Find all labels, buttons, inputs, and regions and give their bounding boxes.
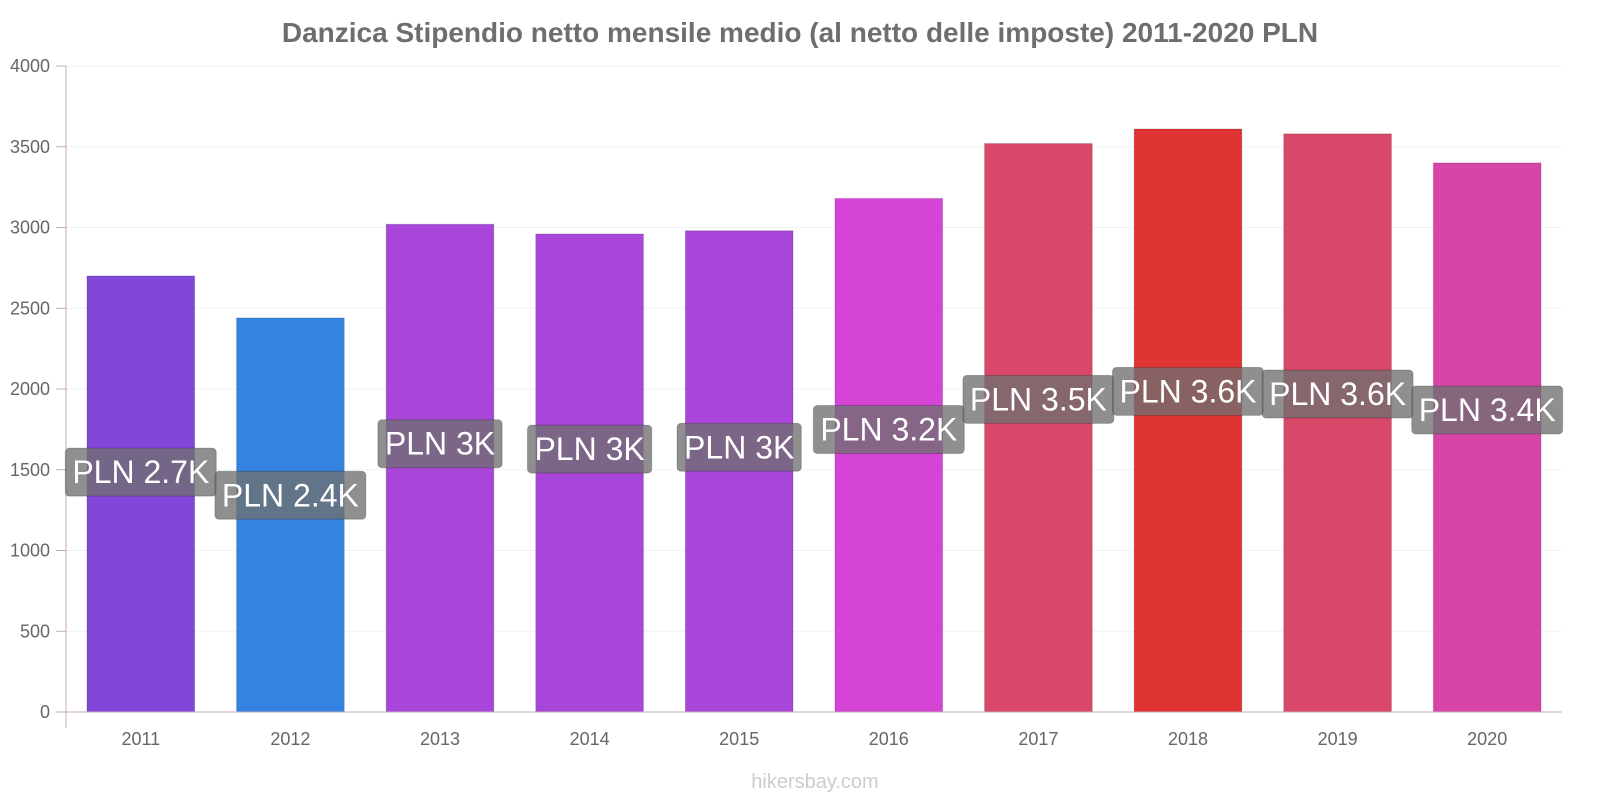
data-label-text: PLN 3.4K: [1419, 392, 1556, 428]
y-tick-label: 2000: [10, 379, 50, 399]
data-label-text: PLN 2.7K: [72, 454, 209, 490]
bar-2016: [834, 197, 944, 713]
bar-2018: [1133, 128, 1243, 713]
data-label-text: PLN 3K: [684, 429, 794, 465]
data-labels: PLN 2.7K PLN 2.4K PLN 3K PLN 3K PLN 3K PLN 3.…: [64, 366, 1564, 520]
x-tick-label: 2018: [1168, 729, 1208, 749]
y-tick-label: 3000: [10, 218, 50, 238]
data-label-2012: PLN 2.4K: [214, 470, 367, 520]
y-tick-label: 0: [40, 702, 50, 722]
x-tick-label: 2013: [420, 729, 460, 749]
chart-title: Danzica Stipendio netto mensile medio (a…: [282, 17, 1318, 48]
axes: [65, 66, 1562, 728]
x-axis-ticks: 2011 2012 2013 2014 2015 2016 2017 2018 2019 2020: [121, 729, 1507, 749]
data-label-box: [214, 470, 367, 520]
data-label-box: [526, 424, 653, 474]
data-label-2017: PLN 3.5K: [962, 374, 1115, 424]
data-label-text: PLN 3.6K: [1120, 373, 1257, 409]
x-tick-label: 2016: [869, 729, 909, 749]
data-label-text: PLN 3.6K: [1269, 376, 1406, 412]
data-label-box: [812, 405, 965, 455]
bar-2019: [1283, 133, 1392, 713]
data-label-box: [377, 419, 503, 469]
data-label-2018: PLN 3.6K: [1112, 366, 1264, 416]
y-tick-label: 1500: [10, 460, 50, 480]
data-label-2011: PLN 2.7K: [64, 447, 217, 497]
data-label-text: PLN 3K: [385, 426, 495, 462]
data-label-2019: PLN 3.6K: [1261, 369, 1414, 419]
bar-2017: [984, 143, 1093, 713]
x-tick-label: 2015: [719, 729, 759, 749]
data-label-text: PLN 3.5K: [970, 381, 1107, 417]
data-label-box: [676, 422, 802, 472]
data-label-box: [64, 447, 217, 497]
data-label-2015: PLN 3K: [676, 422, 802, 472]
x-tick-label: 2017: [1018, 729, 1058, 749]
data-label-text: PLN 3K: [534, 431, 644, 467]
x-tick-label: 2019: [1318, 729, 1358, 749]
y-tick-label: 500: [20, 621, 50, 641]
data-label-2013: PLN 3K: [377, 419, 503, 469]
x-tick-label: 2011: [121, 729, 160, 749]
data-label-2014: PLN 3K: [526, 424, 653, 474]
y-axis-ticks: 0 500 1000 1500 2000 2500 3000 3500 4000: [10, 56, 66, 722]
y-tick-label: 2500: [10, 298, 50, 318]
x-tick-label: 2014: [570, 729, 610, 749]
data-label-2016: PLN 3.2K: [812, 405, 965, 455]
data-label-2020: PLN 3.4K: [1411, 385, 1564, 435]
x-tick-label: 2020: [1467, 729, 1507, 749]
bar-2015: [684, 230, 794, 713]
data-label-text: PLN 2.4K: [222, 477, 359, 513]
bar-2020: [1432, 162, 1542, 713]
data-label-text: PLN 3.2K: [820, 412, 957, 448]
y-tick-label: 4000: [10, 56, 50, 76]
y-tick-label: 1000: [10, 541, 50, 561]
data-label-box: [1411, 385, 1564, 435]
x-tick-label: 2012: [270, 729, 310, 749]
y-tick-label: 3500: [10, 137, 50, 157]
bar-2013: [385, 223, 495, 713]
watermark: hikersbay.com: [751, 771, 878, 793]
